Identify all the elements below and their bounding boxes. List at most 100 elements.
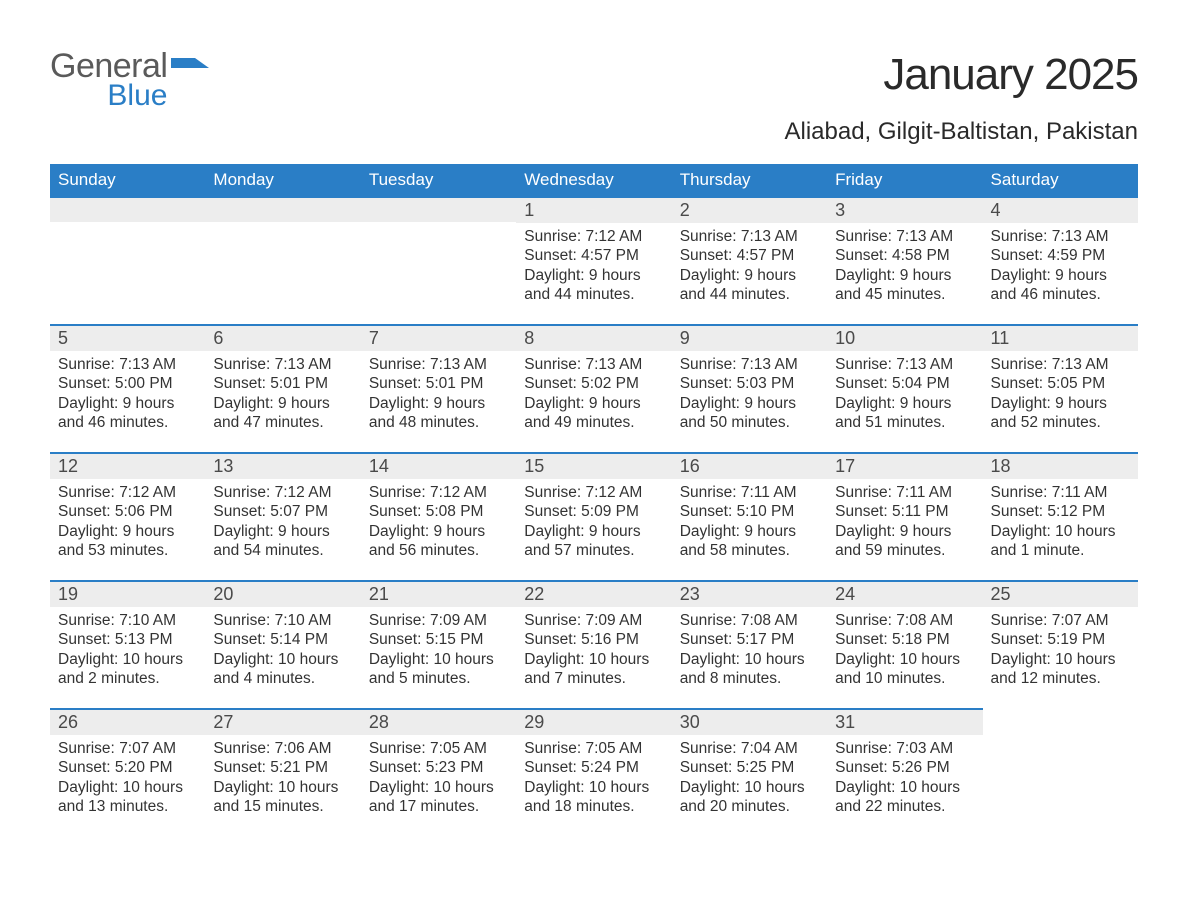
calendar-week-row: 5Sunrise: 7:13 AMSunset: 5:00 PMDaylight… (50, 324, 1138, 452)
daylight-label: Daylight: (58, 651, 118, 668)
sunrise-label: Sunrise: (58, 356, 115, 373)
day-details: Sunrise: 7:13 AMSunset: 5:05 PMDaylight:… (983, 351, 1138, 441)
sunrise-label: Sunrise: (524, 484, 581, 501)
calendar-week-row: 19 Sunrise: 7:10 AMSunset: 5:13 PM Dayligh… (50, 580, 1138, 708)
sunset-line: Sunset: 5:24 PM (524, 758, 663, 777)
sunrise-label: Sunrise: (835, 228, 892, 245)
calendar-day-cell: 4Sunrise: 7:13 AMSunset: 4:59 PMDaylight… (983, 196, 1138, 324)
header-row: General Blue January 2025 Aliabad, Gilgi… (50, 50, 1138, 146)
calendar-day-cell: 9Sunrise: 7:13 AMSunset: 5:03 PMDaylight… (672, 324, 827, 452)
sunrise-line: Sunrise: 7:08 AM (680, 611, 819, 630)
sunset-value: 5:24 PM (581, 759, 639, 776)
day-number: 12 (50, 452, 205, 479)
sunset-value: 5:26 PM (892, 759, 950, 776)
sunset-value: 5:08 PM (426, 503, 484, 520)
sunrise-value: 7:13 AM (741, 356, 798, 373)
calendar-day-cell: 1Sunrise: 7:12 AMSunset: 4:57 PMDaylight… (516, 196, 671, 324)
sunrise-label: Sunrise: (991, 612, 1048, 629)
sunset-line: Sunset: 4:58 PM (835, 246, 974, 265)
calendar-day-cell: 3Sunrise: 7:13 AMSunset: 4:58 PMDaylight… (827, 196, 982, 324)
daylight-label: Daylight: (524, 267, 584, 284)
sunrise-label: Sunrise: (524, 356, 581, 373)
sunrise-label: Sunrise: (991, 228, 1048, 245)
daylight-label: Daylight: (680, 523, 740, 540)
day-number: 21 (361, 580, 516, 607)
sunrise-line: Sunrise: 7:13 AM (835, 355, 974, 374)
calendar-empty-cell (361, 196, 516, 324)
day-number: 6 (205, 324, 360, 351)
daylight-label: Daylight: (369, 779, 429, 796)
daylight-label: Daylight: (835, 267, 895, 284)
sunrise-value: 7:03 AM (896, 740, 953, 757)
sunset-value: 5:11 PM (892, 503, 949, 520)
calendar-day-cell: 21Sunrise: 7:09 AMSunset: 5:15 PMDayligh… (361, 580, 516, 708)
sunset-label: Sunset: (369, 503, 422, 520)
sunset-line: Sunset: 5:12 PM (991, 502, 1130, 521)
calendar-day-cell: 7Sunrise: 7:13 AMSunset: 5:01 PMDaylight… (361, 324, 516, 452)
sunrise-value: 7:04 AM (741, 740, 798, 757)
sunset-label: Sunset: (213, 503, 266, 520)
calendar-day-cell: 22Sunrise: 7:09 AMSunset: 5:16 PMDayligh… (516, 580, 671, 708)
day-number: 18 (983, 452, 1138, 479)
daylight-line: Daylight: 10 hours and 22 minutes. (835, 778, 974, 817)
weekday-header: Friday (827, 164, 982, 196)
sunset-label: Sunset: (213, 631, 266, 648)
day-number: 19 (50, 580, 205, 607)
day-details: Sunrise: 7:05 AMSunset: 5:24 PMDaylight:… (516, 735, 671, 825)
sunrise-value: 7:07 AM (1052, 612, 1109, 629)
daylight-label: Daylight: (213, 523, 273, 540)
sunset-line: Sunset: 5:13 PM (58, 630, 197, 649)
sunset-value: 4:57 PM (581, 247, 639, 264)
sunrise-label: Sunrise: (835, 740, 892, 757)
sunset-value: 5:10 PM (737, 503, 795, 520)
sunset-line: Sunset: 5:03 PM (680, 374, 819, 393)
calendar-day-cell: 5Sunrise: 7:13 AMSunset: 5:00 PMDaylight… (50, 324, 205, 452)
day-details: Sunrise: 7:05 AMSunset: 5:23 PMDaylight:… (361, 735, 516, 825)
calendar-week-row: 1Sunrise: 7:12 AMSunset: 4:57 PMDaylight… (50, 196, 1138, 324)
sunrise-line: Sunrise: 7:12 AM (524, 227, 663, 246)
daylight-label: Daylight: (680, 651, 740, 668)
daylight-label: Daylight: (524, 651, 584, 668)
sunrise-value: 7:10 AM (119, 612, 176, 629)
sunrise-line: Sunrise: 7:13 AM (991, 227, 1130, 246)
title-block: January 2025 Aliabad, Gilgit-Baltistan, … (784, 50, 1138, 146)
sunrise-value: 7:13 AM (896, 228, 953, 245)
day-details: Sunrise: 7:13 AMSunset: 5:02 PMDaylight:… (516, 351, 671, 441)
day-number: 15 (516, 452, 671, 479)
sunset-value: 5:02 PM (581, 375, 639, 392)
sunset-label: Sunset: (524, 247, 577, 264)
sunset-value: 5:14 PM (270, 631, 328, 648)
day-details: Sunrise: 7:13 AMSunset: 4:59 PMDaylight:… (983, 223, 1138, 313)
sunset-label: Sunset: (680, 247, 733, 264)
daylight-label: Daylight: (680, 395, 740, 412)
calendar-day-cell: 23Sunrise: 7:08 AMSunset: 5:17 PMDayligh… (672, 580, 827, 708)
sunset-value: 5:19 PM (1047, 631, 1105, 648)
sunset-line: Sunset: 5:23 PM (369, 758, 508, 777)
day-number: 7 (361, 324, 516, 351)
sunset-label: Sunset: (213, 375, 266, 392)
calendar-table: SundayMondayTuesdayWednesdayThursdayFrid… (50, 164, 1138, 836)
calendar-day-cell: 14Sunrise: 7:12 AMSunset: 5:08 PMDayligh… (361, 452, 516, 580)
brand-logo: General Blue (50, 50, 209, 111)
sunrise-label: Sunrise: (213, 356, 270, 373)
sunrise-label: Sunrise: (835, 484, 892, 501)
calendar-day-cell: 31Sunrise: 7:03 AMSunset: 5:26 PMDayligh… (827, 708, 982, 836)
sunset-value: 5:23 PM (426, 759, 484, 776)
sunrise-line: Sunrise: 7:11 AM (835, 483, 974, 502)
sunset-line: Sunset: 4:57 PM (524, 246, 663, 265)
sunrise-label: Sunrise: (991, 356, 1048, 373)
daylight-label: Daylight: (369, 651, 429, 668)
sunrise-label: Sunrise: (680, 740, 737, 757)
sunrise-line: Sunrise: 7:13 AM (524, 355, 663, 374)
sunrise-line: Sunrise: 7:09 AM (369, 611, 508, 630)
sunrise-line: Sunrise: 7:06 AM (213, 739, 352, 758)
daylight-label: Daylight: (835, 395, 895, 412)
sunrise-label: Sunrise: (680, 484, 737, 501)
sunrise-line: Sunrise: 7:04 AM (680, 739, 819, 758)
sunset-value: 5:25 PM (737, 759, 795, 776)
sunset-label: Sunset: (680, 631, 733, 648)
sunset-label: Sunset: (835, 759, 888, 776)
weekday-header: Wednesday (516, 164, 671, 196)
sunset-line: Sunset: 5:25 PM (680, 758, 819, 777)
day-details: Sunrise: 7:07 AMSunset: 5:19 PMDaylight:… (983, 607, 1138, 697)
